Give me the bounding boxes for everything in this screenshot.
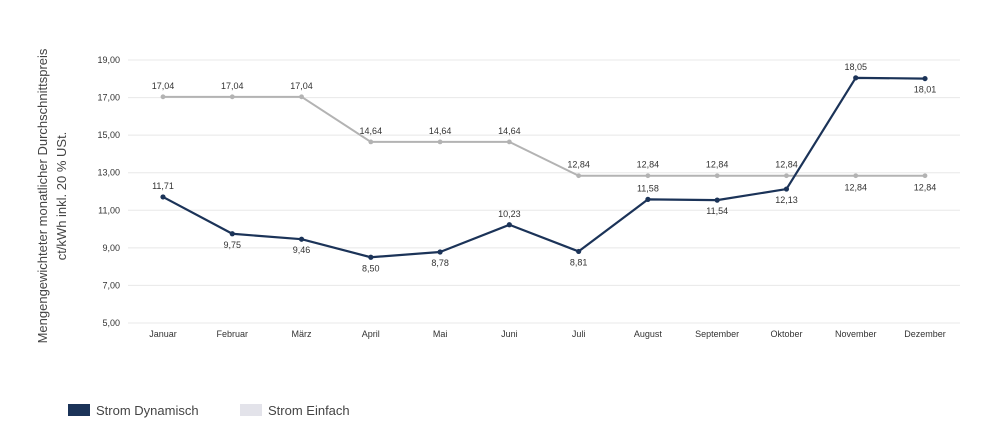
y-axis-label-line-1: Mengengewichteter monatlicher Durchschni…: [35, 48, 50, 343]
series: [160, 75, 928, 260]
x-tick-label: August: [634, 329, 663, 339]
data-label: 9,75: [224, 240, 242, 250]
data-point: [160, 194, 166, 200]
y-tick-label: 15,00: [97, 130, 120, 140]
data-point: [437, 249, 443, 255]
x-tick-label: Juni: [501, 329, 518, 339]
data-point: [783, 186, 790, 192]
data-point: [368, 254, 374, 260]
data-label: 18,05: [844, 62, 867, 72]
data-label: 12,84: [914, 183, 937, 193]
data-label: 12,84: [706, 160, 729, 170]
data-point: [784, 173, 789, 179]
data-label: 11,54: [706, 206, 728, 216]
y-tick-label: 11,00: [98, 205, 120, 215]
x-tick-label: Dezember: [904, 329, 946, 339]
series-line-strom-dynamisch: [162, 76, 926, 259]
data-point: [576, 173, 582, 179]
data-point: [299, 94, 304, 100]
x-tick-label: September: [695, 329, 739, 339]
data-label: 12,13: [775, 195, 798, 205]
y-tick-label: 5,00: [102, 318, 120, 328]
data-labels: 11,71 9,75 9,46 8,50 8,78 10,23 8,81 11,58 11,54…: [152, 62, 937, 273]
data-label: 11,71: [152, 181, 174, 191]
y-tick-label: 13,00: [97, 168, 120, 178]
data-label: 17,04: [290, 81, 313, 91]
data-label: 14,64: [429, 126, 452, 136]
data-point: [922, 75, 928, 82]
data-point: [506, 222, 512, 228]
data-point: [160, 94, 166, 100]
data-point: [506, 139, 512, 145]
y-tick-label: 19,00: [97, 55, 120, 65]
legend-swatch-strom-dynamisch: [68, 404, 90, 416]
data-label: 12,84: [637, 160, 660, 170]
y-axis-ticks: 5,00 7,00 9,00 11,00 13,00 15,00 17,00 19,00: [97, 55, 120, 328]
data-label: 8,78: [431, 258, 449, 268]
data-label: 12,84: [567, 160, 590, 170]
x-axis-ticks: Januar Februar März April Mai Juni Juli August S…: [149, 329, 946, 339]
data-label: 8,50: [362, 263, 380, 273]
data-label: 12,84: [844, 183, 867, 193]
data-point: [645, 196, 651, 202]
x-tick-label: November: [835, 329, 877, 339]
data-label: 11,58: [637, 183, 659, 193]
x-tick-label: Mai: [433, 329, 448, 339]
data-point: [922, 173, 928, 179]
x-tick-label: Februar: [217, 329, 249, 339]
data-point: [437, 139, 443, 145]
data-point: [298, 236, 305, 242]
legend-swatch-strom-einfach: [240, 404, 262, 416]
data-label: 18,01: [914, 85, 937, 95]
legend-label-strom-dynamisch: Strom Dynamisch: [96, 403, 199, 418]
x-tick-label: März: [292, 329, 312, 339]
data-point: [229, 94, 235, 100]
x-tick-label: April: [362, 329, 380, 339]
data-point: [714, 197, 720, 203]
data-point: [645, 173, 651, 179]
x-tick-label: Oktober: [770, 329, 802, 339]
y-tick-label: 9,00: [102, 243, 120, 253]
data-point: [229, 231, 235, 237]
data-label: 14,64: [360, 126, 383, 136]
data-point: [853, 75, 859, 81]
data-label: 8,81: [570, 257, 588, 267]
data-label: 10,23: [498, 209, 521, 219]
data-label: 17,04: [152, 81, 175, 91]
legend-label-strom-einfach: Strom Einfach: [268, 403, 350, 418]
grid: [128, 59, 960, 324]
x-tick-label: Januar: [149, 329, 177, 339]
data-label: 12,84: [775, 160, 798, 170]
data-point: [853, 173, 859, 179]
legend: Strom Dynamisch Strom Einfach: [68, 403, 350, 418]
data-label: 17,04: [221, 81, 244, 91]
y-tick-label: 7,00: [102, 280, 120, 290]
y-axis-label-line-2: ct/kWh inkl. 20 % USt.: [54, 132, 69, 261]
series-line-strom-einfach: [163, 95, 925, 177]
data-point: [368, 139, 374, 145]
data-label: 9,46: [293, 245, 311, 255]
y-tick-label: 17,00: [97, 93, 120, 103]
x-tick-label: Juli: [572, 329, 586, 339]
data-point: [714, 173, 720, 179]
data-label: 14,64: [498, 126, 521, 136]
data-point: [576, 248, 582, 255]
